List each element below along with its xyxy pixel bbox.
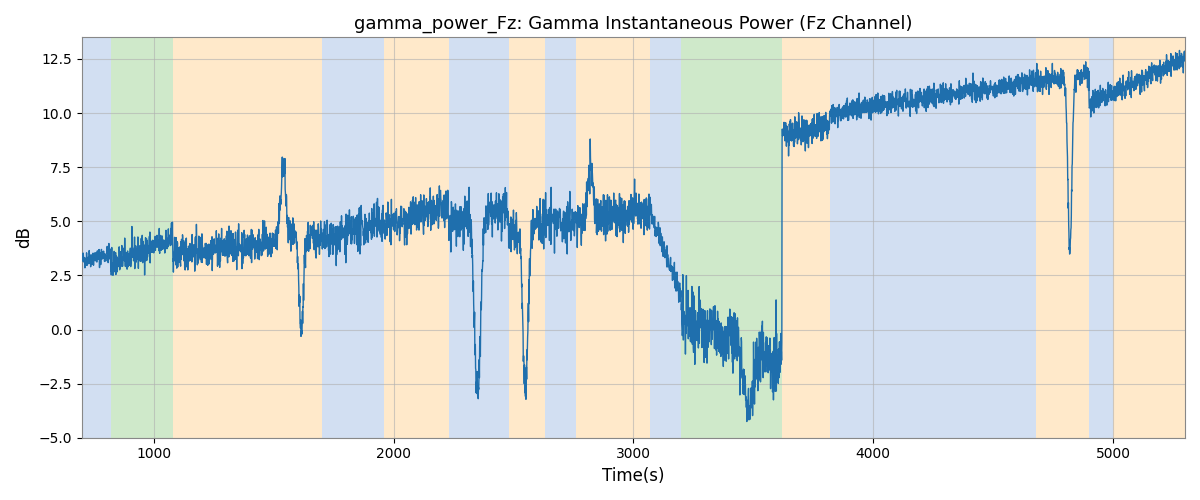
- Bar: [173, 38, 322, 438]
- Bar: [384, 38, 449, 438]
- Bar: [322, 38, 384, 438]
- X-axis label: Time(s): Time(s): [602, 467, 665, 485]
- Y-axis label: dB: dB: [14, 226, 34, 248]
- Bar: [110, 38, 173, 438]
- Bar: [682, 38, 782, 438]
- Bar: [509, 38, 545, 438]
- Bar: [650, 38, 682, 438]
- Bar: [1037, 38, 1090, 438]
- Bar: [545, 38, 576, 438]
- Title: gamma_power_Fz: Gamma Instantaneous Power (Fz Channel): gamma_power_Fz: Gamma Instantaneous Powe…: [354, 15, 913, 34]
- Bar: [1114, 38, 1186, 438]
- Bar: [576, 38, 650, 438]
- Bar: [449, 38, 509, 438]
- Bar: [82, 38, 110, 438]
- Bar: [782, 38, 830, 438]
- Bar: [830, 38, 1037, 438]
- Bar: [1090, 38, 1114, 438]
